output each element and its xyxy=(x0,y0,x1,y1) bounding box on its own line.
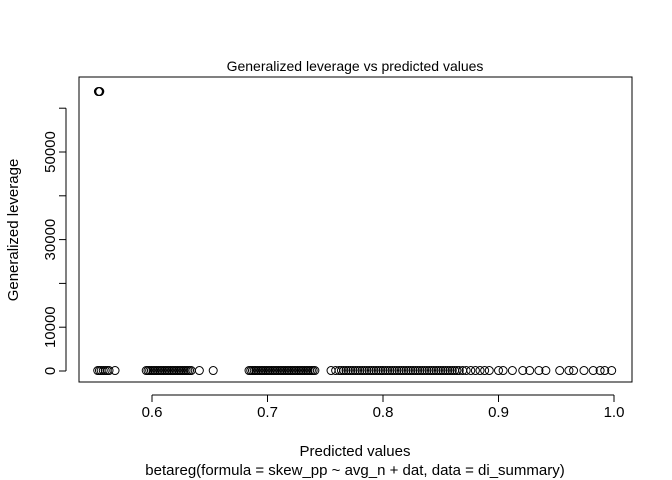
data-point xyxy=(438,366,448,376)
data-point xyxy=(394,366,404,376)
data-point xyxy=(447,366,457,376)
x-tick-label: 1.0 xyxy=(604,404,625,421)
data-point xyxy=(431,366,441,376)
data-point xyxy=(420,366,430,376)
data-point xyxy=(364,366,374,376)
data-point xyxy=(410,366,420,376)
data-point xyxy=(339,366,349,376)
data-point xyxy=(595,366,605,376)
data-point xyxy=(417,366,427,376)
data-point xyxy=(376,366,386,376)
data-point xyxy=(336,366,346,376)
data-point xyxy=(555,366,565,376)
chart-subtitle: betareg(formula = skew_pp ~ avg_n + dat,… xyxy=(145,462,564,479)
data-point xyxy=(406,366,416,376)
data-point xyxy=(413,366,423,376)
data-point xyxy=(369,366,379,376)
data-point xyxy=(443,366,453,376)
data-point xyxy=(454,366,464,376)
data-point xyxy=(360,366,370,376)
x-tick-label: 0.7 xyxy=(257,404,278,421)
data-point xyxy=(427,366,437,376)
data-point xyxy=(507,366,517,376)
data-point xyxy=(387,366,397,376)
data-point xyxy=(440,366,450,376)
data-point xyxy=(415,366,425,376)
y-tick-label: 10000 xyxy=(42,306,59,348)
data-point xyxy=(104,366,114,376)
x-tick-label: 0.9 xyxy=(488,404,509,421)
data-point xyxy=(385,366,395,376)
data-point xyxy=(401,366,411,376)
data-point xyxy=(346,366,356,376)
data-point xyxy=(357,366,367,376)
y-axis: 0 10000 30000 50000 xyxy=(42,107,67,375)
data-point xyxy=(588,366,598,376)
data-point xyxy=(194,366,204,376)
data-point xyxy=(445,366,455,376)
data-point xyxy=(436,366,446,376)
data-point xyxy=(498,366,508,376)
data-point xyxy=(403,366,413,376)
data-point xyxy=(564,366,574,376)
data-point xyxy=(334,366,344,376)
data-point xyxy=(518,366,528,376)
data-point xyxy=(600,366,610,376)
x-axis: 0.6 0.7 0.8 0.9 1.0 xyxy=(142,394,625,421)
data-point xyxy=(392,366,402,376)
data-point xyxy=(424,366,434,376)
x-tick-label: 0.8 xyxy=(373,404,394,421)
data-point xyxy=(475,366,485,376)
data-point xyxy=(494,366,503,376)
data-point xyxy=(452,366,462,376)
data-point xyxy=(362,366,372,376)
data-point xyxy=(429,366,439,376)
data-point xyxy=(607,366,617,376)
data-point xyxy=(422,366,432,376)
data-point xyxy=(433,366,443,376)
y-tick-label: 50000 xyxy=(42,131,59,173)
data-point xyxy=(371,366,381,376)
data-point xyxy=(343,366,353,376)
data-point xyxy=(470,366,480,376)
y-tick-label: 0 xyxy=(42,367,59,375)
data-point xyxy=(466,366,476,376)
data-point xyxy=(525,366,535,376)
data-point xyxy=(366,366,376,376)
data-point xyxy=(396,366,406,376)
data-point xyxy=(355,366,365,376)
x-tick-label: 0.6 xyxy=(142,404,163,421)
y-tick-label: 30000 xyxy=(42,219,59,261)
data-point xyxy=(461,366,471,376)
data-point xyxy=(408,366,418,376)
data-point xyxy=(378,366,388,376)
data-point xyxy=(579,366,589,376)
data-point xyxy=(341,366,351,376)
data-point xyxy=(208,366,218,376)
data-point xyxy=(94,87,104,97)
data-point xyxy=(484,366,494,376)
data-point xyxy=(534,366,544,376)
data-points xyxy=(93,87,617,376)
data-point xyxy=(480,366,490,376)
data-point xyxy=(380,366,390,376)
data-point xyxy=(390,366,400,376)
data-point xyxy=(350,366,360,376)
x-axis-label: Predicted values xyxy=(300,443,411,460)
data-point xyxy=(348,366,358,376)
data-point xyxy=(310,366,320,376)
data-point xyxy=(541,366,551,376)
data-point xyxy=(383,366,393,376)
data-point xyxy=(569,366,579,376)
data-point xyxy=(110,366,120,376)
data-point xyxy=(353,366,363,376)
data-point xyxy=(373,366,383,376)
chart-title: Generalized leverage vs predicted values xyxy=(227,58,484,74)
y-axis-label: Generalized leverage xyxy=(5,159,22,302)
plot-frame xyxy=(78,76,633,383)
data-point xyxy=(399,366,409,376)
data-point xyxy=(326,366,336,376)
